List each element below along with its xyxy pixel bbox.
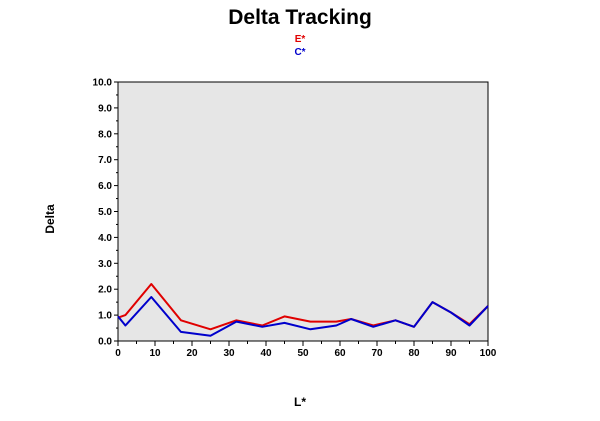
plot-area [117,81,489,342]
y-tick-label: 9.0 [98,103,112,114]
y-tick-label: 8.0 [98,129,112,140]
chart-title: Delta Tracking [228,6,372,29]
y-tick-label: 1.0 [98,311,112,322]
x-tick-label: 50 [297,348,309,359]
x-tick-label: 10 [149,348,161,359]
x-tick-label: 80 [408,348,420,359]
x-tick-label: 0 [115,348,121,359]
y-tick-label: 7.0 [98,155,112,166]
x-tick-label: 70 [371,348,383,359]
y-axis: 0.0 1.0 2.0 3.0 4.0 5.0 6.0 7.0 8.0 9.0 10.0 [93,78,119,348]
x-tick-label: 20 [186,348,198,359]
y-tick-label: 3.0 [98,259,112,270]
y-tick-label: 2.0 [98,285,112,296]
x-tick-label: 40 [260,348,272,359]
y-tick-label: 4.0 [98,233,112,244]
y-tick-label: 5.0 [98,207,112,218]
y-tick-label: 10.0 [93,78,113,89]
y-tick-label: 0.0 [98,337,112,348]
x-axis-label: L* [294,395,306,409]
x-tick-label: 60 [334,348,346,359]
x-tick-label: 90 [445,348,457,359]
legend-entry-e: E* [294,34,306,45]
series-line-c [117,296,489,337]
series-layer [117,283,489,337]
y-tick-label: 6.0 [98,181,112,192]
x-axis: 0 10 20 30 40 50 60 70 80 90 100 [115,340,497,359]
legend-entry-c: C* [294,47,306,58]
x-tick-label: 100 [480,348,497,359]
x-tick-label: 30 [223,348,235,359]
